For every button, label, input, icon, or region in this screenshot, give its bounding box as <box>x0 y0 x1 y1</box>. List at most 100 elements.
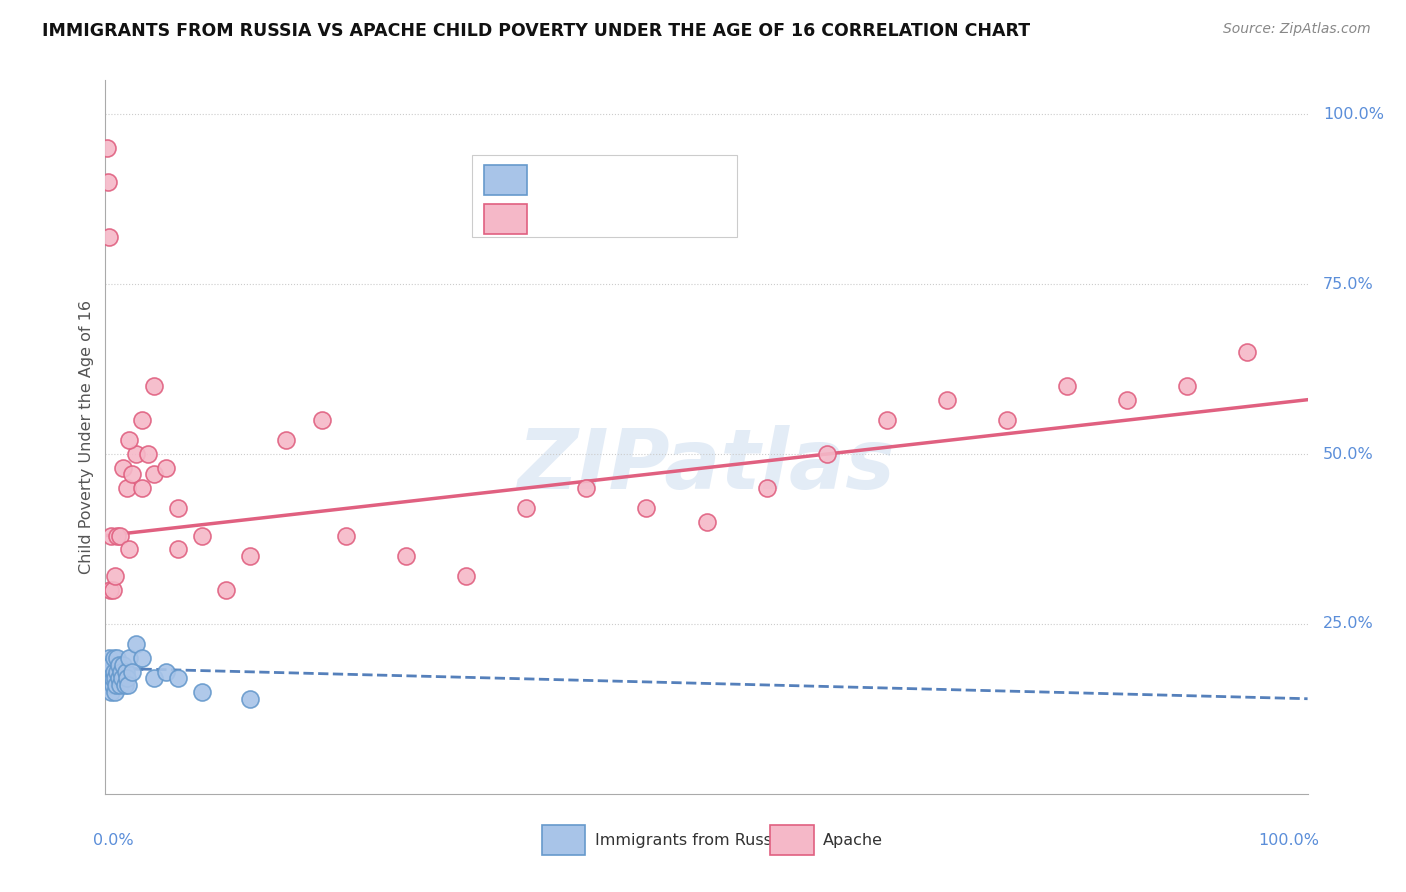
Point <box>636 501 658 516</box>
Point <box>107 657 129 672</box>
Point <box>103 651 125 665</box>
Point <box>335 528 357 542</box>
Text: 0.0%: 0.0% <box>93 833 134 848</box>
Point <box>107 665 129 679</box>
Point <box>155 665 177 679</box>
Point <box>108 528 131 542</box>
Point <box>166 671 188 685</box>
Point <box>936 392 959 407</box>
Point <box>100 657 122 672</box>
Point <box>131 481 153 495</box>
Point <box>98 651 121 665</box>
Point <box>1236 345 1258 359</box>
FancyBboxPatch shape <box>484 165 527 194</box>
Point <box>101 671 124 685</box>
Point <box>98 665 121 679</box>
Point <box>395 549 418 563</box>
Point <box>98 229 121 244</box>
Point <box>97 175 120 189</box>
FancyBboxPatch shape <box>541 825 585 855</box>
Point <box>104 671 127 685</box>
Y-axis label: Child Poverty Under the Age of 16: Child Poverty Under the Age of 16 <box>79 300 94 574</box>
Point <box>107 651 129 665</box>
Point <box>166 542 188 557</box>
Point <box>456 569 478 583</box>
Text: Apache: Apache <box>823 833 883 847</box>
Point <box>97 657 120 672</box>
Point <box>115 671 138 685</box>
Point <box>239 549 262 563</box>
Point <box>995 413 1018 427</box>
Point <box>96 671 118 685</box>
Point <box>103 665 125 679</box>
Point <box>107 528 129 542</box>
Point <box>121 467 143 482</box>
Point <box>142 467 165 482</box>
Text: 50.0%: 50.0% <box>1323 447 1374 461</box>
Text: 75.0%: 75.0% <box>1323 277 1374 292</box>
Point <box>515 501 537 516</box>
Point <box>100 685 122 699</box>
Point <box>98 582 121 597</box>
Point <box>1177 379 1199 393</box>
Point <box>105 678 128 692</box>
Text: 25.0%: 25.0% <box>1323 616 1374 632</box>
Point <box>115 481 138 495</box>
Point <box>190 528 212 542</box>
Point <box>114 678 136 692</box>
Point <box>104 685 127 699</box>
Point <box>575 481 598 495</box>
Text: 100.0%: 100.0% <box>1323 107 1385 122</box>
FancyBboxPatch shape <box>770 825 814 855</box>
Point <box>239 691 262 706</box>
FancyBboxPatch shape <box>472 155 737 237</box>
Point <box>112 657 135 672</box>
Point <box>166 501 188 516</box>
Point <box>190 685 212 699</box>
Point <box>131 651 153 665</box>
Point <box>100 528 122 542</box>
Text: Immigrants from Russia: Immigrants from Russia <box>595 833 786 847</box>
Point <box>696 515 718 529</box>
Point <box>118 651 141 665</box>
Point <box>118 434 141 448</box>
FancyBboxPatch shape <box>484 204 527 235</box>
Point <box>101 678 124 692</box>
Point <box>97 665 120 679</box>
Point <box>124 637 146 651</box>
Point <box>115 665 138 679</box>
Point <box>111 671 134 685</box>
Point <box>110 665 132 679</box>
Text: ZIPatlas: ZIPatlas <box>517 425 896 506</box>
Point <box>98 671 121 685</box>
Point <box>142 379 165 393</box>
Point <box>815 447 838 461</box>
Point <box>107 671 129 685</box>
Point <box>131 413 153 427</box>
Point <box>1116 392 1139 407</box>
Point <box>876 413 898 427</box>
Text: R =  0.300   N = 44: R = 0.300 N = 44 <box>540 211 696 227</box>
Text: Source: ZipAtlas.com: Source: ZipAtlas.com <box>1223 22 1371 37</box>
Point <box>311 413 333 427</box>
Point <box>214 582 236 597</box>
Point <box>121 665 143 679</box>
Point <box>755 481 778 495</box>
Point <box>104 569 127 583</box>
Point <box>117 678 139 692</box>
Point <box>124 447 146 461</box>
Point <box>274 434 297 448</box>
Text: 100.0%: 100.0% <box>1258 833 1320 848</box>
Point <box>108 678 131 692</box>
Point <box>1056 379 1078 393</box>
Point <box>98 678 121 692</box>
Point <box>155 460 177 475</box>
Text: R = -0.036   N = 37: R = -0.036 N = 37 <box>540 172 697 187</box>
Point <box>101 582 124 597</box>
Point <box>112 460 135 475</box>
Point <box>96 141 118 155</box>
Point <box>136 447 159 461</box>
Point <box>118 542 141 557</box>
Text: IMMIGRANTS FROM RUSSIA VS APACHE CHILD POVERTY UNDER THE AGE OF 16 CORRELATION C: IMMIGRANTS FROM RUSSIA VS APACHE CHILD P… <box>42 22 1031 40</box>
Point <box>142 671 165 685</box>
